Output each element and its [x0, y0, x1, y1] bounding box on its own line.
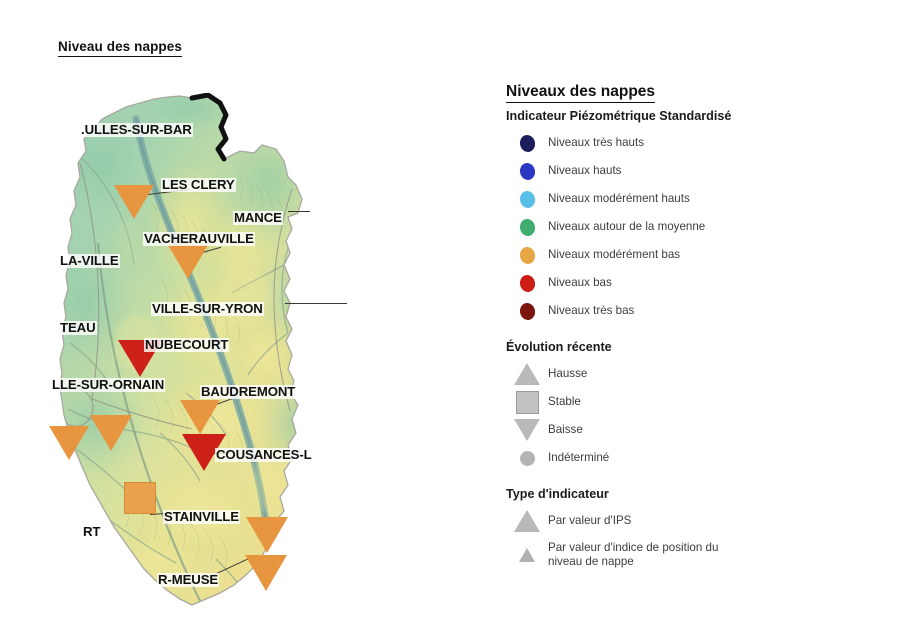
- legend-section-heading: Type d'indicateur: [506, 487, 609, 501]
- map-leader-line: [288, 211, 310, 212]
- legend-item-label: Hausse: [548, 367, 588, 380]
- map-label: .ULLES-SUR-BAR: [80, 122, 193, 137]
- mk-meuse-north[interactable]: [246, 517, 288, 553]
- legend-swatch-cell: [506, 548, 548, 562]
- map-label: NUBECOURT: [144, 337, 230, 352]
- mk-meuse-south[interactable]: [245, 555, 287, 591]
- map-label: LES CLERY: [161, 177, 236, 192]
- legend-swatch-cell: [506, 161, 548, 181]
- legend-swatch-cell: [506, 390, 548, 414]
- legend-item[interactable]: Baisse: [506, 416, 866, 444]
- map-figure[interactable]: .ULLES-SUR-BAR LES CLERY MANCE VACHERAUVILL…: [40, 93, 350, 611]
- map-label: RT: [82, 524, 102, 539]
- map-label: COUSANCES-L: [215, 447, 313, 462]
- level-dot-icon: [517, 245, 537, 265]
- legend-item-label: Niveaux très bas: [548, 304, 635, 317]
- mk-ornain-east[interactable]: [90, 415, 132, 451]
- level-dot-icon: [517, 217, 537, 237]
- legend-item-list: Hausse Stable Baisse Indéterminé: [506, 360, 866, 472]
- legend-swatch-cell: [506, 217, 548, 237]
- legend-item[interactable]: Par valeur d'IPS: [506, 507, 866, 535]
- map-label: TEAU: [59, 320, 97, 335]
- legend-swatch-cell: [506, 301, 548, 321]
- map-leader-line: [285, 303, 347, 304]
- map-label: R-MEUSE: [157, 572, 220, 587]
- legend-item[interactable]: Niveaux modérément hauts: [506, 185, 866, 213]
- circle-icon: [519, 450, 535, 466]
- legend-item-list: Niveaux très hauts Niveaux hauts Niveaux m…: [506, 129, 866, 325]
- mk-vacherauville[interactable]: [168, 245, 208, 279]
- legend-swatch-cell: [506, 189, 548, 209]
- legend-item[interactable]: Niveaux autour de la moyenne: [506, 213, 866, 241]
- legend-item-label: Niveaux modérément bas: [548, 248, 681, 261]
- legend-item-label: Par valeur d'indice de position du nivea…: [548, 540, 719, 569]
- legend-section-evolution: Évolution récente Hausse Stable Baisse Indét…: [506, 339, 866, 472]
- triangle-down-icon: [514, 419, 540, 441]
- legend-swatch-cell: [506, 245, 548, 265]
- level-dot-icon: [517, 273, 537, 293]
- legend-item-label: Indéterminé: [548, 451, 610, 464]
- legend-item-label: Stable: [548, 395, 581, 408]
- page-title: Niveau des nappes: [58, 39, 182, 57]
- legend-item-label: Niveaux bas: [548, 276, 612, 289]
- triangle-up-small-icon: [519, 548, 535, 562]
- level-dot-icon: [517, 161, 537, 181]
- level-dot-icon: [517, 301, 537, 321]
- level-dot-icon: [517, 133, 537, 153]
- legend-swatch-cell: [506, 273, 548, 293]
- legend-item-label: Niveaux très hauts: [548, 136, 645, 149]
- legend-swatch-cell: [506, 450, 548, 466]
- legend-item-label: Niveaux hauts: [548, 164, 622, 177]
- mk-ornain-west[interactable]: [49, 426, 89, 460]
- legend-item-list: Par valeur d'IPS Par valeur d'indice de p…: [506, 507, 866, 575]
- map-label: BAUDREMONT: [200, 384, 297, 399]
- legend-swatch-cell: [506, 419, 548, 441]
- legend-item[interactable]: Stable: [506, 388, 866, 416]
- map-label: LLE-SUR-ORNAIN: [51, 377, 166, 392]
- legend-title: Niveaux des nappes: [506, 83, 656, 103]
- mk-les-clery[interactable]: [114, 185, 154, 219]
- map-label: STAINVILLE: [163, 509, 240, 524]
- legend-section-ips: Indicateur Piézométrique Standardisé Nive…: [506, 108, 866, 325]
- level-dot-icon: [517, 189, 537, 209]
- square-icon: [515, 390, 539, 414]
- legend-item[interactable]: Par valeur d'indice de position du nivea…: [506, 535, 866, 575]
- map-legend: Niveaux des nappes Indicateur Piézométri…: [506, 83, 866, 575]
- map-label: MANCE: [233, 210, 283, 225]
- map-label: VACHERAUVILLE: [143, 231, 255, 246]
- legend-item-label: Niveaux modérément hauts: [548, 192, 690, 205]
- mk-stainville[interactable]: [124, 482, 156, 514]
- legend-section-type-indicateur: Type d'indicateur Par valeur d'IPS Par val…: [506, 486, 866, 575]
- map-label: LA-VILLE: [59, 253, 120, 268]
- legend-section-heading: Évolution récente: [506, 340, 612, 354]
- legend-item[interactable]: Niveaux modérément bas: [506, 241, 866, 269]
- legend-item[interactable]: Niveaux bas: [506, 269, 866, 297]
- legend-sections: Indicateur Piézométrique Standardisé Nive…: [506, 108, 866, 575]
- mk-baudremont[interactable]: [180, 400, 220, 434]
- legend-item-label: Niveaux autour de la moyenne: [548, 220, 706, 233]
- legend-item[interactable]: Niveaux hauts: [506, 157, 866, 185]
- triangle-up-large-icon: [514, 510, 540, 532]
- legend-item[interactable]: Hausse: [506, 360, 866, 388]
- legend-section-heading: Indicateur Piézométrique Standardisé: [506, 109, 732, 123]
- legend-item-label: Par valeur d'IPS: [548, 514, 632, 527]
- triangle-up-icon: [514, 363, 540, 385]
- legend-swatch-cell: [506, 133, 548, 153]
- legend-item-label: Baisse: [548, 423, 583, 436]
- legend-item[interactable]: Niveaux très bas: [506, 297, 866, 325]
- legend-item[interactable]: Indéterminé: [506, 444, 866, 472]
- legend-item[interactable]: Niveaux très hauts: [506, 129, 866, 157]
- map-label: VILLE-SUR-YRON: [151, 301, 264, 316]
- legend-swatch-cell: [506, 510, 548, 532]
- legend-swatch-cell: [506, 363, 548, 385]
